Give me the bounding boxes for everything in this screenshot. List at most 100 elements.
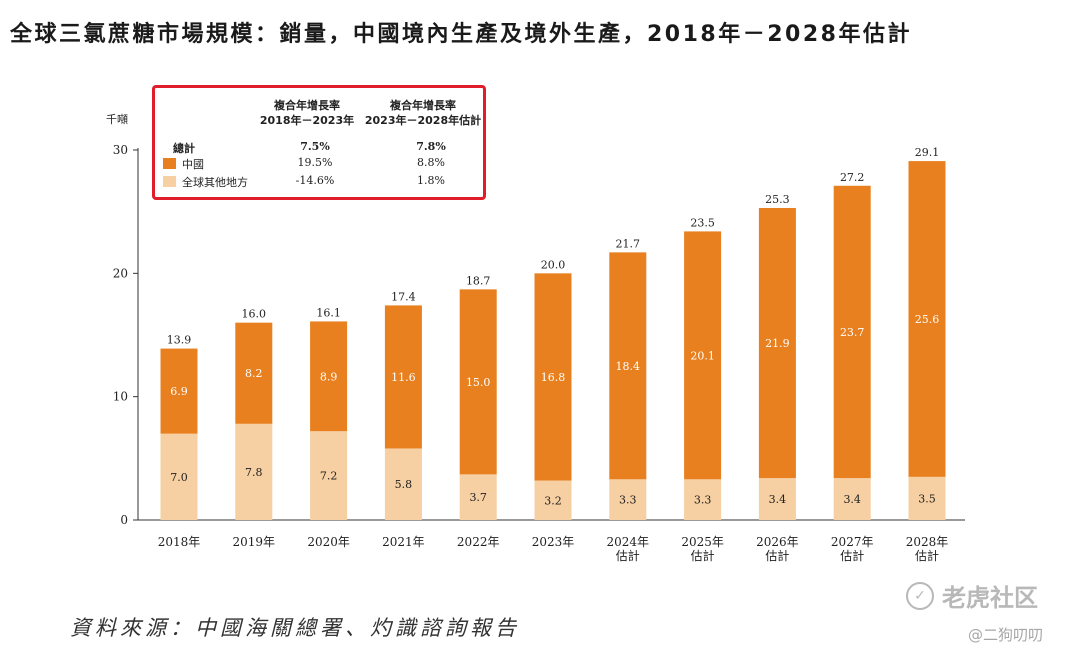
x-tick-label: 2021年 bbox=[382, 535, 425, 549]
x-tick-label: 估計 bbox=[915, 548, 939, 563]
x-tick-label: 估計 bbox=[691, 548, 715, 563]
data-label-china: 21.9 bbox=[765, 337, 790, 350]
source-note: 資料來源：中國海關總署、灼識諮詢報告 bbox=[70, 616, 520, 640]
bar-segment-china bbox=[758, 207, 796, 479]
x-tick-label: 2018年 bbox=[158, 535, 201, 549]
legend-total-cagr-1: 7.5% bbox=[300, 140, 330, 153]
data-label-total: 29.1 bbox=[915, 146, 940, 159]
bar-segment-china bbox=[459, 289, 497, 475]
legend-swatch-rest-of-world bbox=[163, 176, 176, 187]
data-label-total: 23.5 bbox=[690, 216, 715, 229]
legend-header-2023-2028: 複合年增長率 2023年－2028年估計 bbox=[364, 99, 482, 127]
y-tick-label: 20 bbox=[113, 266, 128, 280]
bar-segment-china bbox=[160, 348, 198, 434]
x-tick-label: 2023年 bbox=[532, 535, 575, 549]
data-label-total: 27.2 bbox=[840, 171, 865, 184]
data-label-total: 21.7 bbox=[616, 237, 641, 250]
chart-title: 全球三氯蔗糖市場規模：銷量，中國境內生產及境外生產，2018年－2028年估計 bbox=[10, 22, 912, 47]
y-tick-label: 10 bbox=[113, 390, 128, 404]
data-label-rest-of-world: 3.2 bbox=[544, 494, 562, 507]
x-tick-label: 2020年 bbox=[307, 535, 350, 549]
y-tick-label: 30 bbox=[113, 143, 128, 157]
bar-segment-rest-of-world bbox=[310, 431, 348, 520]
x-tick-label: 估計 bbox=[616, 548, 640, 563]
bar-segment-china bbox=[534, 273, 572, 481]
data-label-total: 16.0 bbox=[242, 308, 267, 321]
bar-segment-rest-of-world bbox=[833, 478, 871, 520]
legend-row-rest-of-world: 全球其他地方 -14.6% 1.8% bbox=[163, 174, 483, 190]
bar-segment-rest-of-world bbox=[534, 480, 572, 520]
bar-segment-rest-of-world bbox=[609, 479, 647, 520]
data-label-total: 17.4 bbox=[391, 290, 416, 303]
x-tick-label: 2027年 bbox=[831, 535, 874, 549]
data-label-china: 15.0 bbox=[466, 376, 491, 389]
data-label-total: 20.0 bbox=[541, 258, 566, 271]
data-label-china: 11.6 bbox=[391, 371, 416, 384]
data-label-rest-of-world: 3.3 bbox=[694, 494, 712, 507]
bar-segment-rest-of-world bbox=[459, 474, 497, 520]
data-label-rest-of-world: 7.8 bbox=[245, 466, 263, 479]
legend-label-total: 總計 bbox=[173, 142, 195, 155]
x-tick-label: 2025年 bbox=[681, 535, 724, 549]
data-label-rest-of-world: 5.8 bbox=[395, 478, 413, 491]
legend-row-total: 總計 7.5% 7.8% bbox=[163, 140, 483, 156]
bar-segment-china bbox=[310, 321, 348, 432]
bar-segment-china bbox=[833, 185, 871, 479]
x-tick-label: 2024年 bbox=[607, 535, 650, 549]
watermark-user: @二狗叨叨 bbox=[968, 626, 1044, 644]
data-label-rest-of-world: 7.2 bbox=[320, 470, 338, 483]
bar-segment-china bbox=[609, 252, 647, 480]
data-label-china: 18.4 bbox=[616, 360, 641, 373]
x-tick-label: 2026年 bbox=[756, 535, 799, 549]
data-label-china: 25.6 bbox=[915, 313, 940, 326]
data-label-rest-of-world: 7.0 bbox=[170, 471, 188, 484]
data-label-total: 16.1 bbox=[316, 306, 341, 319]
bar-segment-rest-of-world bbox=[908, 476, 946, 520]
bar-segment-china bbox=[235, 322, 273, 424]
bar-segment-china bbox=[684, 231, 722, 480]
bar-segment-china bbox=[908, 161, 946, 477]
legend-total-cagr-2: 7.8% bbox=[416, 140, 446, 153]
bar-segment-china bbox=[384, 305, 422, 449]
bar-segment-rest-of-world bbox=[758, 478, 796, 520]
x-tick-label: 2028年 bbox=[906, 535, 949, 549]
x-tick-label: 2019年 bbox=[233, 535, 276, 549]
watermark-brand: ✓ 老虎社区 bbox=[906, 578, 1038, 613]
data-label-rest-of-world: 3.4 bbox=[769, 493, 787, 506]
legend-row-cagr-2: 1.8% bbox=[417, 174, 445, 187]
data-label-china: 20.1 bbox=[690, 349, 715, 362]
watermark-brand-text: 老虎社区 bbox=[942, 584, 1038, 612]
bar-segment-rest-of-world bbox=[684, 479, 722, 520]
data-label-rest-of-world: 3.4 bbox=[843, 493, 861, 506]
legend-label-rest-of-world: 全球其他地方 bbox=[182, 176, 248, 189]
x-tick-label: 2022年 bbox=[457, 535, 500, 549]
data-label-china: 23.7 bbox=[840, 326, 865, 339]
bar-segment-rest-of-world bbox=[384, 448, 422, 520]
legend-cagr-box: 複合年增長率 2018年－2023年 複合年增長率 2023年－2028年估計 總計… bbox=[152, 85, 486, 200]
watermark-logo-icon: ✓ bbox=[906, 581, 934, 610]
legend-china-cagr-1: 19.5% bbox=[297, 156, 333, 169]
data-label-china: 16.8 bbox=[541, 371, 566, 384]
legend-row-china: 中國 19.5% 8.8% bbox=[163, 156, 483, 172]
data-label-china: 6.9 bbox=[170, 385, 188, 398]
data-label-total: 25.3 bbox=[765, 193, 790, 206]
x-tick-label: 估計 bbox=[840, 548, 864, 563]
data-label-total: 18.7 bbox=[466, 274, 491, 287]
legend-swatch-china bbox=[163, 158, 176, 169]
data-label-rest-of-world: 3.7 bbox=[469, 491, 487, 504]
bar-segment-rest-of-world bbox=[235, 423, 273, 520]
bar-segment-rest-of-world bbox=[160, 433, 198, 520]
y-tick-label: 0 bbox=[120, 513, 128, 527]
data-label-rest-of-world: 3.5 bbox=[918, 492, 936, 505]
legend-header-2018-2023: 複合年增長率 2018年－2023年 bbox=[259, 99, 355, 127]
data-label-rest-of-world: 3.3 bbox=[619, 494, 637, 507]
x-tick-label: 估計 bbox=[765, 548, 789, 563]
legend-row-cagr-1: -14.6% bbox=[295, 174, 335, 187]
data-label-total: 13.9 bbox=[167, 334, 192, 347]
data-label-china: 8.9 bbox=[320, 370, 338, 383]
y-axis-unit-label: 千噸 bbox=[106, 112, 128, 126]
legend-label-china: 中國 bbox=[182, 158, 204, 171]
data-label-china: 8.2 bbox=[245, 367, 263, 380]
legend-china-cagr-2: 8.8% bbox=[417, 156, 445, 169]
